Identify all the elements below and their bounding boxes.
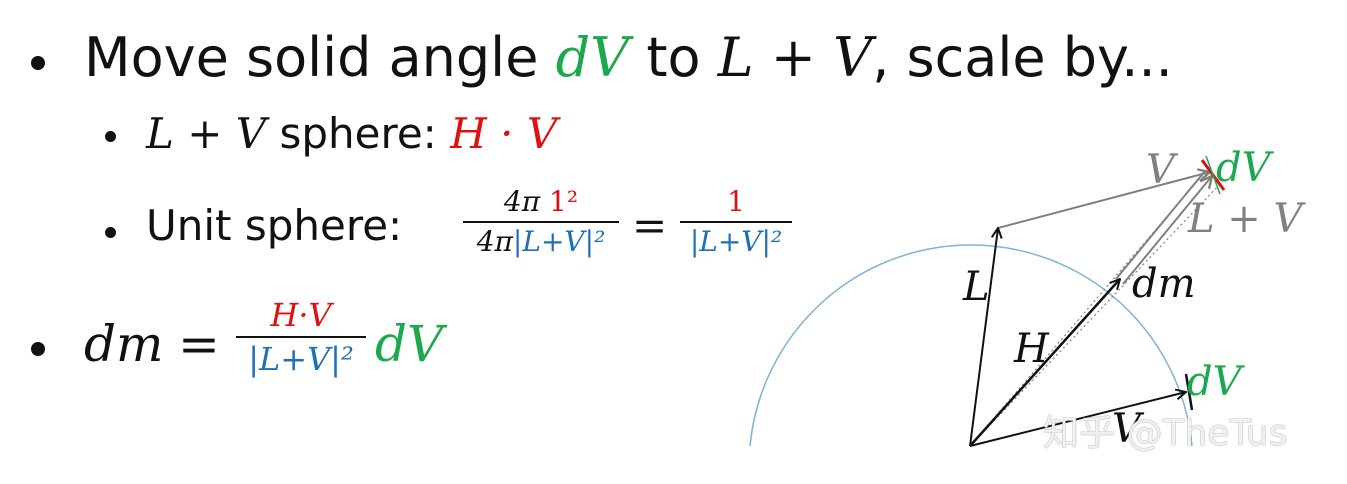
- V-bottom-arrow: [969, 392, 1186, 447]
- dotted-guide-1: [969, 169, 1208, 447]
- label-L: L: [962, 264, 990, 310]
- H-arrow: [969, 279, 1120, 447]
- bullet-4: [31, 342, 45, 356]
- line-1-dV: dV: [555, 26, 630, 89]
- line-2: L + V sphere: H · V: [146, 108, 557, 160]
- line-4-dV: dV: [375, 315, 444, 373]
- label-H: H: [1013, 326, 1050, 372]
- line-4-num: H·V: [270, 296, 332, 334]
- dV-bottom-tick: [1184, 373, 1194, 411]
- line-1-text-a: Move solid angle: [84, 26, 556, 89]
- watermark: 知乎 @TheTus: [1043, 413, 1288, 454]
- line-4-dm: dm: [84, 315, 164, 373]
- frac1-den-a: 4π: [476, 225, 513, 258]
- line-4-den: |L+V|²: [248, 340, 354, 378]
- bullet-3: [105, 227, 116, 238]
- L-arrow: [969, 228, 998, 447]
- V-top-arrow: [997, 172, 1210, 229]
- line-2-text: sphere:: [266, 109, 451, 158]
- line-1-LV: L + V: [717, 26, 873, 89]
- label-dV-bottom: dV: [1187, 359, 1246, 405]
- fraction-dm: H·V |L+V|²: [236, 296, 366, 378]
- L-plus-V-line-2: [1122, 176, 1212, 285]
- frac2-num: 1: [727, 185, 745, 218]
- line-1-text-c: , scale by...: [872, 26, 1173, 89]
- frac1-num-b: 1²: [549, 185, 579, 218]
- dV-top-tick-green: [1205, 155, 1221, 195]
- unit-circle-arc: [749, 244, 1193, 447]
- frac2-den: |L+V|²: [689, 225, 783, 258]
- L-plus-V-line-1: [1115, 170, 1206, 280]
- frac1-num-a: 4π: [503, 185, 550, 218]
- bullet-2: [105, 131, 116, 142]
- equals-sign-unit: =: [632, 201, 668, 250]
- label-dm: dm: [1132, 261, 1196, 307]
- line-2-HV: H · V: [450, 109, 558, 158]
- label-V-bottom: V: [1112, 406, 1145, 452]
- line-2-LV: L + V: [146, 109, 267, 158]
- label-L-plus-V: L + V: [1187, 196, 1307, 242]
- line-1: Move solid angle dV to L + V, scale by..…: [84, 26, 1173, 90]
- label-V-top: V: [1146, 147, 1179, 193]
- dotted-guide-2: [969, 181, 1223, 447]
- frac1-den-b: |L+V|²: [512, 225, 606, 258]
- bullet-1: [31, 56, 45, 70]
- line-4-equals: =: [178, 315, 220, 373]
- fraction-unit-sphere-left: 4π 1² 4π|L+V|²: [463, 185, 619, 259]
- line-3-text: Unit sphere:: [146, 201, 403, 250]
- label-dV-top: dV: [1216, 145, 1275, 191]
- fraction-unit-sphere-right: 1 |L+V|²: [680, 185, 792, 259]
- line-1-text-b: to: [629, 26, 718, 89]
